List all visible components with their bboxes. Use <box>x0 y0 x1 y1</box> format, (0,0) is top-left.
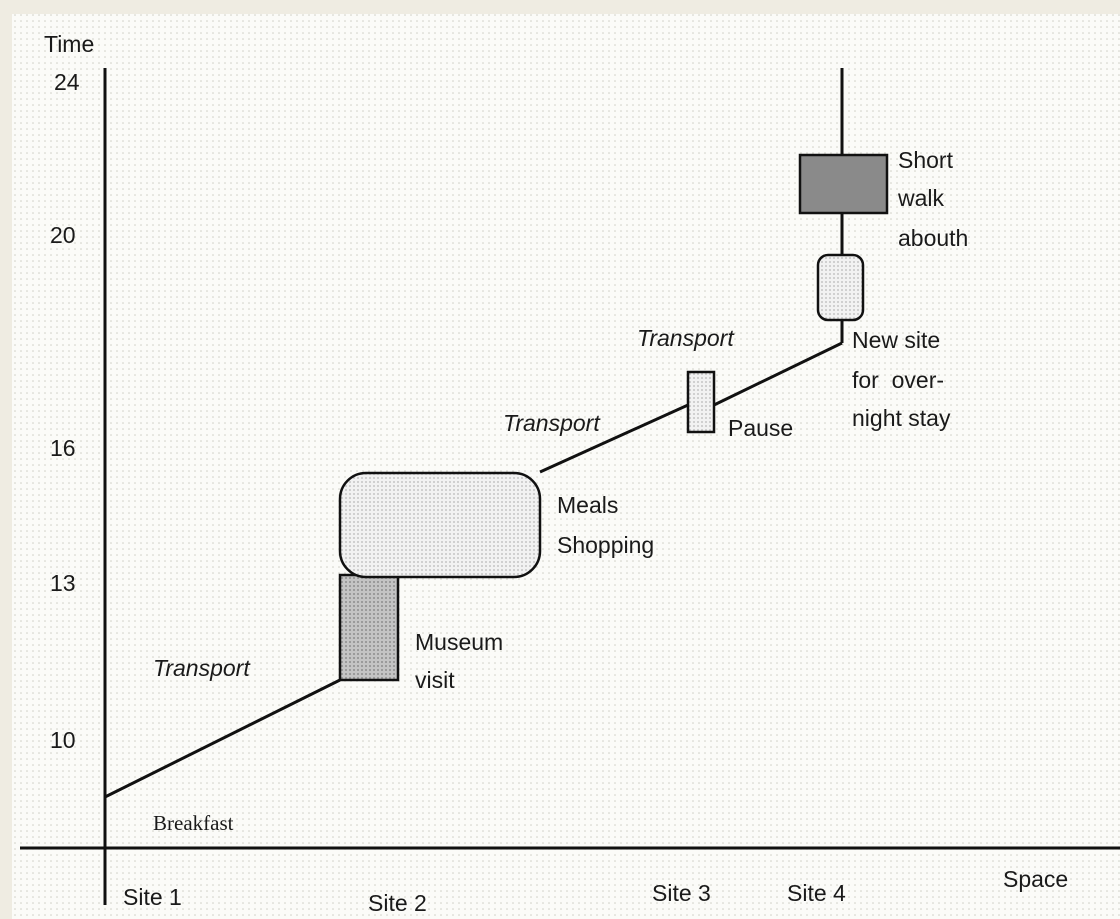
y-tick-label: 24 <box>54 69 80 95</box>
transport-label: Transport <box>153 655 251 681</box>
y-tick-label: 20 <box>50 222 76 248</box>
site-label: Site 3 <box>652 880 711 906</box>
walk-box <box>798 153 889 215</box>
museum-box <box>338 573 400 682</box>
transport-path <box>713 341 843 407</box>
y-axis-label: Time <box>44 31 94 57</box>
site-label: Site 4 <box>787 880 846 906</box>
walk-label: abouth <box>898 225 968 251</box>
new-site-label: New site <box>852 327 940 353</box>
meals-label: Shopping <box>557 532 654 558</box>
y-tick-label: 13 <box>50 570 76 596</box>
transport-path <box>539 403 689 474</box>
pause-label: Pause <box>728 415 793 441</box>
museum-label: visit <box>415 667 455 693</box>
new-site-label: night stay <box>852 405 951 431</box>
y-tick-label: 16 <box>50 435 76 461</box>
breakfast-label: Breakfast <box>153 811 234 835</box>
walk-label: walk <box>897 185 945 211</box>
meals-label: Meals <box>557 492 618 518</box>
new-site-box <box>816 253 865 322</box>
museum-label: Museum <box>415 629 503 655</box>
new-site-label: for over- <box>852 367 944 393</box>
canvas <box>12 14 1120 919</box>
y-tick-label: 10 <box>50 727 76 753</box>
transport-label: Transport <box>637 325 735 351</box>
transport-path <box>104 678 341 799</box>
site-label: Site 2 <box>368 890 427 916</box>
site-label: Site 1 <box>123 884 182 910</box>
pause-box <box>686 370 716 434</box>
transport-label: Transport <box>503 410 601 436</box>
x-axis-label: Space <box>1003 866 1068 892</box>
walk-label: Short <box>898 147 954 173</box>
meals-box <box>338 471 542 579</box>
